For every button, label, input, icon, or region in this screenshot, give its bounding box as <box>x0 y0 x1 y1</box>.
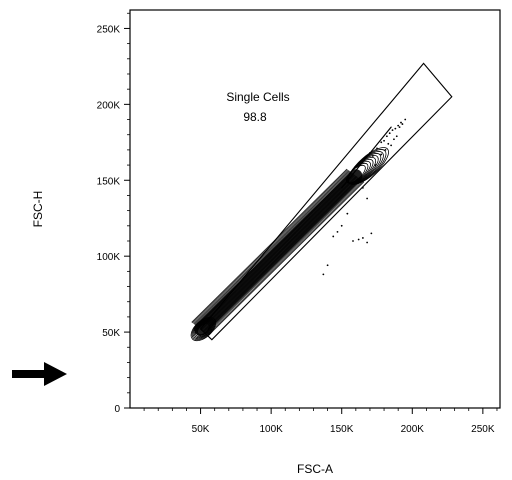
event-point <box>395 135 398 138</box>
plot-frame <box>129 9 501 409</box>
event-point <box>340 224 343 227</box>
contour-band <box>194 171 351 326</box>
bottom-contour-ring <box>197 323 210 335</box>
y-tick-label: 200K <box>97 100 121 111</box>
event-point <box>391 129 394 132</box>
contour-band <box>206 180 363 335</box>
contour-band <box>205 179 362 334</box>
event-point <box>390 144 393 147</box>
event-point <box>383 139 385 142</box>
event-point <box>361 186 364 189</box>
event-point <box>332 235 335 238</box>
bottom-contour-ring <box>196 322 211 337</box>
x-tick-label: 50K <box>192 424 210 435</box>
event-point <box>376 147 378 150</box>
event-point <box>371 155 374 157</box>
contour-band <box>193 170 349 324</box>
event-point <box>398 126 401 129</box>
event-point <box>401 123 404 125</box>
gate-percentage-label: 98.8 <box>243 110 267 124</box>
x-axis-label: FSC-A <box>297 462 333 476</box>
event-point <box>357 238 360 241</box>
event-point <box>361 237 364 239</box>
bottom-contour-ring <box>191 318 216 341</box>
event-point <box>380 153 383 156</box>
event-point <box>322 273 325 276</box>
right-arrow-icon <box>12 362 67 386</box>
event-point <box>394 127 397 130</box>
x-tick-label: 150K <box>330 424 354 435</box>
population-tail <box>341 126 392 189</box>
x-tick-label: 100K <box>259 424 283 435</box>
event-point <box>326 264 329 267</box>
event-point <box>388 132 391 135</box>
event-point <box>336 230 339 233</box>
contour-ring <box>348 147 389 185</box>
y-tick-label: 0 <box>114 404 120 415</box>
event-point <box>380 141 383 144</box>
right-arrow-head <box>44 362 67 386</box>
event-point <box>387 142 390 145</box>
event-point <box>384 148 387 151</box>
event-point <box>370 232 373 235</box>
contour-band <box>208 181 365 336</box>
contour-band <box>193 170 350 325</box>
event-point <box>366 197 369 200</box>
event-point <box>393 138 395 141</box>
event-point <box>374 164 377 166</box>
gate-name-label: Single Cells <box>226 90 289 104</box>
y-tick-label: 150K <box>97 176 121 187</box>
event-point <box>397 124 400 127</box>
event-point <box>400 121 402 124</box>
contour-band <box>192 169 349 324</box>
bottom-contour-ring <box>193 320 213 339</box>
right-arrow-shaft <box>12 370 46 378</box>
x-tick-label: 200K <box>401 424 425 435</box>
event-point <box>352 240 354 242</box>
event-point <box>366 241 369 244</box>
event-point <box>404 118 407 121</box>
event-point <box>356 179 359 182</box>
y-axis-label: FSC-H <box>31 191 45 228</box>
population-core <box>194 169 363 336</box>
event-point <box>385 135 388 138</box>
event-point <box>369 152 371 154</box>
bottom-contour-ring <box>190 317 217 342</box>
contour-band <box>191 168 348 323</box>
contour-band <box>207 180 364 335</box>
y-tick-label: 100K <box>97 252 121 263</box>
y-tick-label: 250K <box>97 24 121 35</box>
bottom-contour-ring <box>194 321 212 338</box>
x-tick-label: 250K <box>471 424 495 435</box>
y-tick-label: 50K <box>102 328 120 339</box>
event-point <box>346 212 349 215</box>
bottom-contour-ring <box>192 319 214 340</box>
